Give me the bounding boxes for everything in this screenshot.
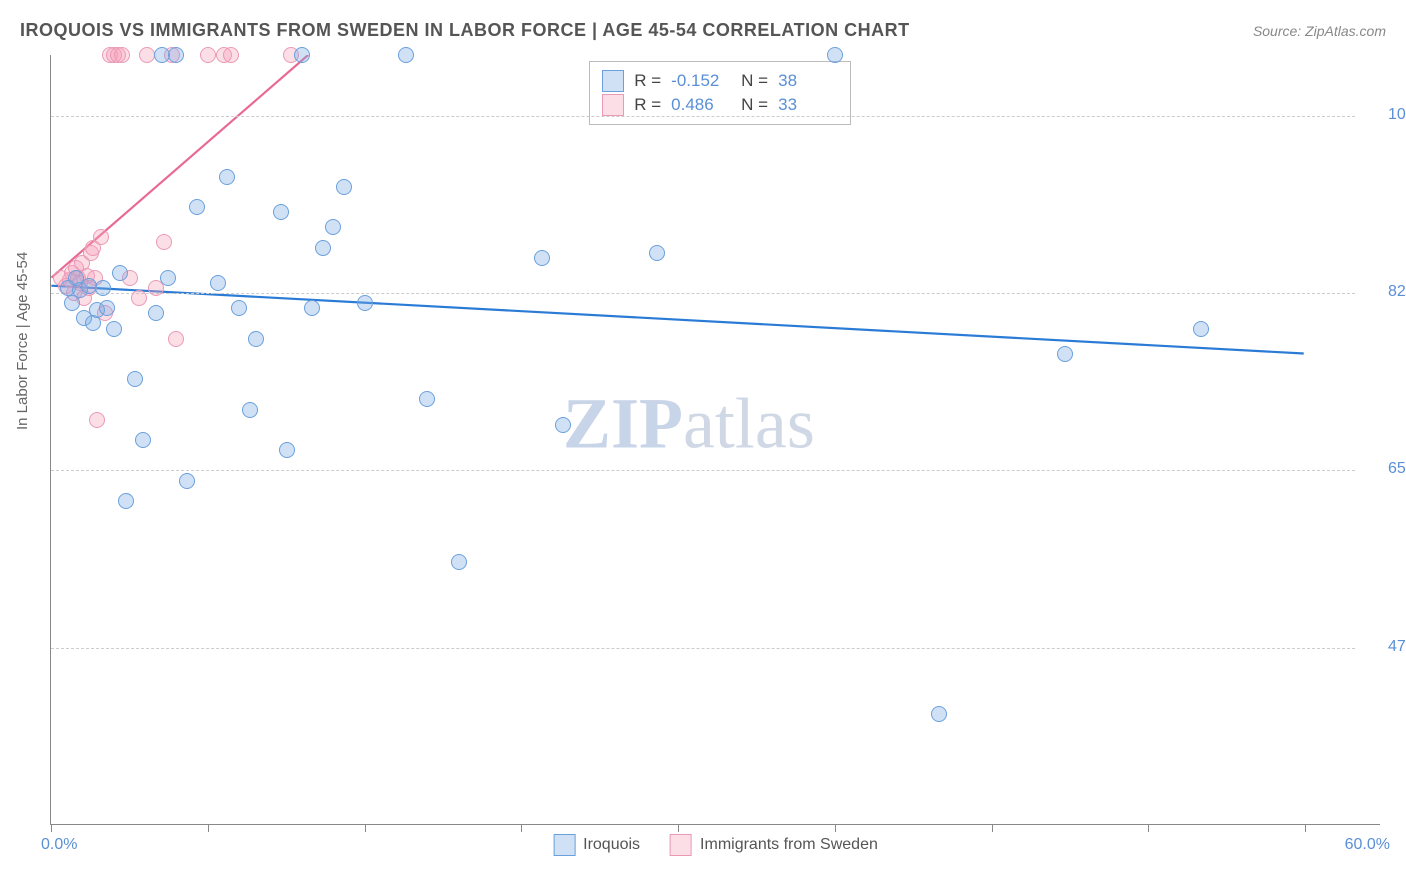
data-point xyxy=(156,234,172,250)
r-label: R = xyxy=(634,71,661,91)
r-value: 0.486 xyxy=(671,95,731,115)
data-point xyxy=(931,706,947,722)
data-point xyxy=(131,290,147,306)
data-point xyxy=(160,270,176,286)
data-point xyxy=(99,300,115,316)
stats-row: R = 0.486 N = 33 xyxy=(602,94,838,116)
x-tick xyxy=(208,824,209,832)
x-max-label: 60.0% xyxy=(1345,836,1390,854)
r-label: R = xyxy=(634,95,661,115)
data-point xyxy=(336,179,352,195)
data-point xyxy=(223,47,239,63)
data-point xyxy=(451,554,467,570)
n-label: N = xyxy=(741,95,768,115)
watermark-bold: ZIP xyxy=(563,384,683,464)
data-point xyxy=(242,402,258,418)
data-point xyxy=(189,199,205,215)
data-point xyxy=(1193,321,1209,337)
gridline xyxy=(51,116,1355,117)
data-point xyxy=(139,47,155,63)
legend-item: Iroquois xyxy=(553,834,640,856)
data-point xyxy=(555,417,571,433)
data-point xyxy=(114,47,130,63)
data-point xyxy=(273,204,289,220)
data-point xyxy=(95,280,111,296)
data-point xyxy=(219,169,235,185)
data-point xyxy=(534,250,550,266)
x-tick xyxy=(835,824,836,832)
watermark: ZIPatlas xyxy=(563,383,815,466)
n-label: N = xyxy=(741,71,768,91)
data-point xyxy=(325,219,341,235)
data-point xyxy=(148,305,164,321)
data-point xyxy=(315,240,331,256)
data-point xyxy=(168,331,184,347)
legend-item: Immigrants from Sweden xyxy=(670,834,878,856)
y-tick-label: 82.5% xyxy=(1382,283,1406,301)
legend-swatch xyxy=(670,834,692,856)
y-tick-label: 65.0% xyxy=(1382,460,1406,478)
legend-label: Iroquois xyxy=(583,836,640,854)
legend-swatch xyxy=(553,834,575,856)
legend: Iroquois Immigrants from Sweden xyxy=(553,834,878,856)
data-point xyxy=(127,371,143,387)
x-tick xyxy=(1148,824,1149,832)
data-point xyxy=(112,265,128,281)
n-value: 38 xyxy=(778,71,838,91)
gridline xyxy=(51,648,1355,649)
n-value: 33 xyxy=(778,95,838,115)
data-point xyxy=(398,47,414,63)
data-point xyxy=(89,412,105,428)
data-point xyxy=(106,321,122,337)
legend-label: Immigrants from Sweden xyxy=(700,836,878,854)
x-min-label: 0.0% xyxy=(41,836,77,854)
y-tick-label: 100.0% xyxy=(1382,106,1406,124)
data-point xyxy=(118,493,134,509)
x-tick xyxy=(992,824,993,832)
stats-row: R = -0.152 N = 38 xyxy=(602,70,838,92)
x-tick xyxy=(365,824,366,832)
series-swatch xyxy=(602,70,624,92)
data-point xyxy=(179,473,195,489)
chart-title: IROQUOIS VS IMMIGRANTS FROM SWEDEN IN LA… xyxy=(20,20,910,41)
data-point xyxy=(279,442,295,458)
data-point xyxy=(357,295,373,311)
data-point xyxy=(200,47,216,63)
data-point xyxy=(304,300,320,316)
trend-line xyxy=(51,286,1303,354)
data-point xyxy=(81,278,97,294)
data-point xyxy=(649,245,665,261)
data-point xyxy=(93,229,109,245)
y-axis-title: In Labor Force | Age 45-54 xyxy=(14,252,31,430)
data-point xyxy=(168,47,184,63)
x-tick xyxy=(1305,824,1306,832)
data-point xyxy=(135,432,151,448)
data-point xyxy=(1057,346,1073,362)
source-label: Source: ZipAtlas.com xyxy=(1253,23,1386,39)
gridline xyxy=(51,293,1355,294)
x-tick xyxy=(51,824,52,832)
data-point xyxy=(248,331,264,347)
watermark-light: atlas xyxy=(683,384,815,464)
r-value: -0.152 xyxy=(671,71,731,91)
gridline xyxy=(51,470,1355,471)
data-point xyxy=(231,300,247,316)
data-point xyxy=(294,47,310,63)
y-tick-label: 47.5% xyxy=(1382,638,1406,656)
data-point xyxy=(154,47,170,63)
data-point xyxy=(419,391,435,407)
series-swatch xyxy=(602,94,624,116)
trend-lines xyxy=(51,55,1380,824)
x-tick xyxy=(521,824,522,832)
x-tick xyxy=(678,824,679,832)
data-point xyxy=(827,47,843,63)
plot-area: ZIPatlas R =-0.152N =38R =0.486N =33 Iro… xyxy=(50,55,1380,825)
data-point xyxy=(210,275,226,291)
